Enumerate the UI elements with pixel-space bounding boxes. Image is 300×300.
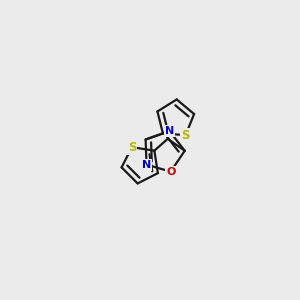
Text: N: N — [165, 126, 174, 136]
Text: S: S — [181, 129, 190, 142]
Text: O: O — [166, 167, 175, 177]
Text: N: N — [142, 160, 151, 170]
Text: S: S — [128, 141, 136, 154]
